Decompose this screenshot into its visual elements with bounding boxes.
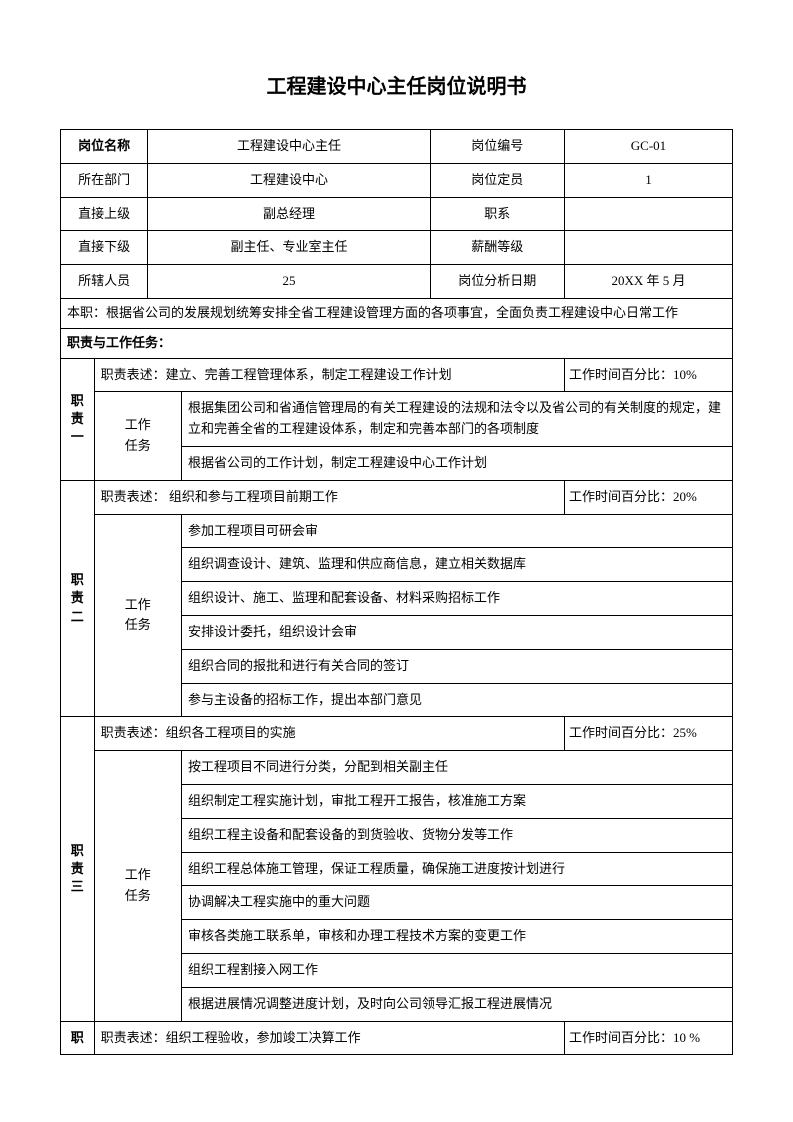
main-duty-cell: 本职：根据省公司的发展规划统筹安排全省工程建设管理方面的各项事宜，全面负责工程建… — [61, 298, 733, 328]
duty3-desc: 职责表述：组织各工程项目的实施 — [94, 717, 564, 751]
duty3-task-1: 组织制定工程实施计划，审批工程开工报告，核准施工方案 — [181, 784, 732, 818]
duty3-task-4: 协调解决工程实施中的重大问题 — [181, 886, 732, 920]
hdr-val-2-2 — [564, 197, 732, 231]
duty4-desc: 职责表述：组织工程验收，参加竣工决算工作 — [94, 1021, 564, 1055]
duty1-desc: 职责表述：建立、完善工程管理体系，制定工程建设工作计划 — [94, 358, 564, 392]
duty3-desc-row: 职责三 职责表述：组织各工程项目的实施 工作时间百分比：25% — [61, 717, 733, 751]
header-row-1: 所在部门 工程建设中心 岗位定员 1 — [61, 163, 733, 197]
duty1-task-row-0: 工作任务 根据集团公司和省通信管理局的有关工程建设的法规和法令以及省公司的有关制… — [61, 392, 733, 447]
duty1-tasklabel: 工作任务 — [94, 392, 181, 480]
section-title: 职责与工作任务： — [61, 328, 733, 358]
duty1-pct: 工作时间百分比：10% — [564, 358, 732, 392]
duty2-task-0: 参加工程项目可研会审 — [181, 514, 732, 548]
duty4-pct: 工作时间百分比：10 % — [564, 1021, 732, 1055]
duty1-id: 职责一 — [61, 358, 95, 480]
section-title-row: 职责与工作任务： — [61, 328, 733, 358]
hdr-val-4-1: 25 — [148, 265, 430, 299]
hdr-val-0-1: 工程建设中心主任 — [148, 130, 430, 164]
duty3-pct: 工作时间百分比：25% — [564, 717, 732, 751]
hdr-val-4-2: 20XX 年 5 月 — [564, 265, 732, 299]
header-row-4: 所辖人员 25 岗位分析日期 20XX 年 5 月 — [61, 265, 733, 299]
duty3-task-3: 组织工程总体施工管理，保证工程质量，确保施工进度按计划进行 — [181, 852, 732, 886]
duty2-desc-row: 职责二 职责表述： 组织和参与工程项目前期工作 工作时间百分比：20% — [61, 480, 733, 514]
duty2-tasklabel: 工作任务 — [94, 514, 181, 717]
hdr-val-2-1: 副总经理 — [148, 197, 430, 231]
duty4-desc-row: 职 职责表述：组织工程验收，参加竣工决算工作 工作时间百分比：10 % — [61, 1021, 733, 1055]
duty3-task-0: 按工程项目不同进行分类，分配到相关副主任 — [181, 751, 732, 785]
page-title: 工程建设中心主任岗位说明书 — [60, 70, 733, 99]
hdr-val-1-1: 工程建设中心 — [148, 163, 430, 197]
hdr-label-3-2: 薪酬等级 — [430, 231, 564, 265]
duty2-task-1: 组织调查设计、建筑、监理和供应商信息，建立相关数据库 — [181, 548, 732, 582]
hdr-val-1-2: 1 — [564, 163, 732, 197]
hdr-label-1-2: 岗位定员 — [430, 163, 564, 197]
hdr-label-0-2: 岗位编号 — [430, 130, 564, 164]
hdr-label-3-1: 直接下级 — [61, 231, 148, 265]
duty2-desc: 职责表述： 组织和参与工程项目前期工作 — [94, 480, 564, 514]
duty3-task-2: 组织工程主设备和配套设备的到货验收、货物分发等工作 — [181, 818, 732, 852]
hdr-label-2-1: 直接上级 — [61, 197, 148, 231]
main-duty-label: 本职： — [67, 305, 106, 320]
duty3-tasklabel: 工作任务 — [94, 751, 181, 1021]
duty2-task-2: 组织设计、施工、监理和配套设备、材料采购招标工作 — [181, 582, 732, 616]
main-duty-text: 根据省公司的发展规划统筹安排全省工程建设管理方面的各项事宜，全面负责工程建设中心… — [106, 305, 678, 320]
duty2-task-3: 安排设计委托，组织设计会审 — [181, 615, 732, 649]
duty2-task-5: 参与主设备的招标工作，提出本部门意见 — [181, 683, 732, 717]
hdr-val-0-2: GC-01 — [564, 130, 732, 164]
hdr-label-4-1: 所辖人员 — [61, 265, 148, 299]
duty1-task-1: 根据省公司的工作计划，制定工程建设中心工作计划 — [181, 446, 732, 480]
header-row-3: 直接下级 副主任、专业室主任 薪酬等级 — [61, 231, 733, 265]
duty3-task-row-0: 工作任务 按工程项目不同进行分类，分配到相关副主任 — [61, 751, 733, 785]
main-duty-row: 本职：根据省公司的发展规划统筹安排全省工程建设管理方面的各项事宜，全面负责工程建… — [61, 298, 733, 328]
duty3-task-5: 审核各类施工联系单，审核和办理工程技术方案的变更工作 — [181, 920, 732, 954]
hdr-label-1-1: 所在部门 — [61, 163, 148, 197]
hdr-label-0-1: 岗位名称 — [61, 130, 148, 164]
job-spec-table: 岗位名称 工程建设中心主任 岗位编号 GC-01 所在部门 工程建设中心 岗位定… — [60, 129, 733, 1055]
duty3-task-6: 组织工程割接入网工作 — [181, 953, 732, 987]
duty2-pct: 工作时间百分比：20% — [564, 480, 732, 514]
header-row-0: 岗位名称 工程建设中心主任 岗位编号 GC-01 — [61, 130, 733, 164]
duty2-task-row-0: 工作任务 参加工程项目可研会审 — [61, 514, 733, 548]
duty2-id: 职责二 — [61, 480, 95, 717]
duty4-id: 职 — [61, 1021, 95, 1055]
duty2-task-4: 组织合同的报批和进行有关合同的签订 — [181, 649, 732, 683]
hdr-label-2-2: 职系 — [430, 197, 564, 231]
duty3-id: 职责三 — [61, 717, 95, 1021]
header-row-2: 直接上级 副总经理 职系 — [61, 197, 733, 231]
duty3-task-7: 根据进展情况调整进度计划，及时向公司领导汇报工程进展情况 — [181, 987, 732, 1021]
hdr-val-3-1: 副主任、专业室主任 — [148, 231, 430, 265]
hdr-val-3-2 — [564, 231, 732, 265]
hdr-label-4-2: 岗位分析日期 — [430, 265, 564, 299]
duty1-task-0: 根据集团公司和省通信管理局的有关工程建设的法规和法令以及省公司的有关制度的规定，… — [181, 392, 732, 447]
duty1-desc-row: 职责一 职责表述：建立、完善工程管理体系，制定工程建设工作计划 工作时间百分比：… — [61, 358, 733, 392]
